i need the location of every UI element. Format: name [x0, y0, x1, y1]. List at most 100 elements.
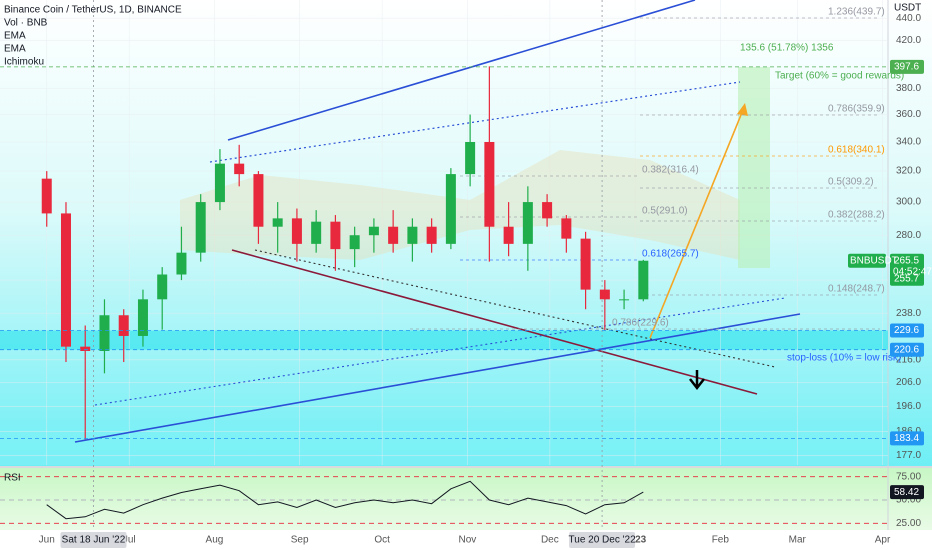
annotation: 0.786(229.6) [612, 318, 669, 329]
rsi-pane [0, 468, 932, 530]
y-tick-label: 206.0 [896, 377, 921, 388]
candle-body [407, 226, 418, 244]
x-tick-label: Nov [458, 535, 476, 546]
y-tick-label: 440.0 [896, 13, 921, 24]
annotation: 0.5(309.2) [828, 177, 874, 188]
candle-body [484, 141, 495, 227]
candle-body [542, 202, 553, 219]
date-highlight-box [60, 532, 127, 548]
y-tick-label: 320.0 [896, 166, 921, 177]
annotation: 0.618(340.1) [828, 145, 885, 156]
x-tick-label: Jun [39, 535, 55, 546]
y-tick-label: 300.0 [896, 197, 921, 208]
arrow-head [737, 103, 748, 116]
y-tick-label: 238.0 [896, 308, 921, 319]
candle-body [234, 163, 245, 175]
target-box [738, 67, 770, 268]
rsi-title: RSI [4, 473, 21, 484]
annotation: stop-loss (10% = low risk) [787, 353, 901, 364]
y-tick-label: 420.0 [896, 35, 921, 46]
y-tick-label: 216.0 [896, 354, 921, 365]
x-tick-label: Mar [789, 535, 807, 546]
y-tick-label: 177.0 [896, 450, 921, 461]
candle-body [41, 178, 52, 214]
y-tick-label: 340.0 [896, 137, 921, 148]
candle-body [445, 174, 456, 244]
candle-body [638, 260, 649, 300]
annotation: 135.6 (51.78%) 1356 [740, 43, 834, 54]
price-tag-label: 265.5 [894, 255, 919, 266]
indicator-label: EMA [4, 31, 26, 42]
x-tick-label: Aug [206, 535, 224, 546]
candle-body [176, 252, 187, 275]
y-tick-label: 280.0 [896, 230, 921, 241]
trendline [94, 297, 786, 406]
candle-body [388, 226, 399, 244]
price-tag-label: 183.4 [894, 433, 919, 444]
rsi-tick-label: 25.00 [896, 518, 921, 529]
price-tag-label: 229.6 [894, 325, 919, 336]
x-tick-label: Dec [541, 535, 559, 546]
date-highlight-label: Tue 20 Dec '22 [569, 535, 637, 546]
time-axis [0, 530, 932, 550]
annotation: 0.5(291.0) [642, 206, 688, 217]
trendline [227, 0, 696, 141]
annotation: 0.618(265.7) [642, 249, 699, 260]
target-arrow [649, 109, 744, 339]
price-tag-label: 397.6 [894, 61, 919, 72]
candle-body [330, 221, 341, 250]
annotation: Target (60% = good rewards) [775, 71, 904, 82]
candle-body [60, 213, 71, 347]
price-tag-label: 220.6 [894, 344, 919, 355]
candle-body [272, 218, 283, 227]
candle-body [137, 299, 148, 336]
rsi-tick-label: 75.00 [896, 471, 921, 482]
support-band [0, 330, 888, 350]
annotation: 0.382(288.2) [828, 210, 885, 221]
symbol-tag [848, 253, 886, 268]
candle-body [426, 226, 437, 244]
price-tag-label: 255.7 [894, 273, 919, 284]
price-pane [0, 0, 932, 466]
price-tag [890, 323, 924, 338]
trendline [209, 81, 741, 163]
annotation: 0.786(359.9) [828, 104, 885, 115]
symbol-title: Binance Coin / TetherUS, 1D, BINANCE [4, 5, 182, 16]
countdown: 04:52:47 [893, 266, 932, 277]
price-tag [890, 431, 924, 446]
candle-body [561, 218, 572, 239]
candle-body [157, 274, 168, 300]
rsi-line [46, 480, 644, 520]
x-tick-label: Oct [374, 535, 390, 546]
rsi-value-tag [890, 485, 924, 500]
candle-body [311, 221, 322, 244]
date-highlight-label: Sat 18 Jun '22 [62, 535, 126, 546]
indicator-label: Vol · BNB [4, 18, 48, 29]
indicator-label: Ichimoku [4, 57, 44, 68]
x-tick-label: Jul [123, 535, 136, 546]
date-highlight-box [569, 532, 636, 548]
x-tick-label: Apr [875, 535, 891, 546]
indicator-label: EMA [4, 44, 26, 55]
price-tag [890, 59, 924, 74]
currency: USDT [894, 3, 921, 14]
candle-body [253, 174, 264, 227]
candle-body [503, 226, 514, 244]
rsi-tick-label: 50.00 [896, 495, 921, 506]
x-tick-label: 2023 [624, 535, 647, 546]
candle-body [580, 238, 591, 290]
y-tick-label: 360.0 [896, 109, 921, 120]
candle-body [195, 202, 206, 253]
symbol-tag-label: BNBUSDT [850, 255, 898, 266]
candle-body [214, 163, 225, 203]
annotation: 0.148(248.7) [828, 284, 885, 295]
y-tick-label: 196.0 [896, 401, 921, 412]
price-tag [890, 342, 924, 357]
trendline [231, 249, 758, 395]
y-tick-label: 380.0 [896, 83, 921, 94]
candle-body [118, 315, 129, 336]
x-tick-label: Feb [712, 535, 730, 546]
annotation: 0.382(316.4) [642, 165, 699, 176]
candle-body [368, 226, 379, 236]
